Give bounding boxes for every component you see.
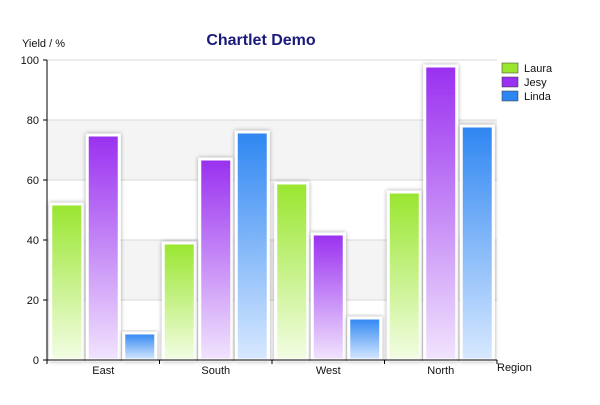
x-tick-label: South bbox=[201, 365, 230, 377]
bar-laura-west[interactable] bbox=[274, 181, 310, 362]
y-tick-label: 40 bbox=[27, 235, 39, 247]
bar-laura-south[interactable] bbox=[161, 241, 197, 362]
background-band bbox=[47, 120, 497, 180]
bar-jesy-west[interactable] bbox=[310, 232, 346, 362]
y-tick-label: 80 bbox=[27, 115, 39, 127]
y-tick-label: 20 bbox=[27, 295, 39, 307]
legend-swatch-jesy bbox=[501, 76, 519, 88]
bar-jesy-south[interactable] bbox=[198, 157, 234, 362]
background-band bbox=[47, 240, 497, 300]
legend-label-linda: Linda bbox=[524, 91, 552, 103]
bar-laura-east[interactable] bbox=[49, 202, 85, 362]
bar-linda-north[interactable] bbox=[459, 124, 495, 362]
bar-jesy-east[interactable] bbox=[85, 133, 121, 362]
bar-linda-east[interactable] bbox=[122, 331, 158, 362]
y-tick-label: 60 bbox=[27, 175, 39, 187]
legend-label-laura: Laura bbox=[524, 63, 553, 75]
legend-swatch-linda bbox=[501, 90, 519, 102]
bar-jesy-north[interactable] bbox=[423, 64, 459, 362]
x-tick-label: West bbox=[316, 365, 341, 377]
legend-label-jesy: Jesy bbox=[524, 77, 547, 89]
y-tick-label: 100 bbox=[21, 55, 39, 67]
legend: Laura Jesy Linda bbox=[501, 62, 553, 103]
legend-swatch-laura bbox=[501, 62, 519, 74]
y-tick-label: 0 bbox=[33, 355, 39, 367]
x-tick-label: North bbox=[427, 365, 454, 377]
bar-linda-west[interactable] bbox=[347, 316, 383, 362]
x-axis-label: Region bbox=[497, 362, 532, 374]
y-axis-label: Yield / % bbox=[22, 38, 65, 50]
bar-linda-south[interactable] bbox=[234, 130, 270, 362]
chart-title: Chartlet Demo bbox=[206, 32, 316, 49]
x-tick-label: East bbox=[92, 365, 114, 377]
bar-laura-north[interactable] bbox=[386, 190, 422, 362]
